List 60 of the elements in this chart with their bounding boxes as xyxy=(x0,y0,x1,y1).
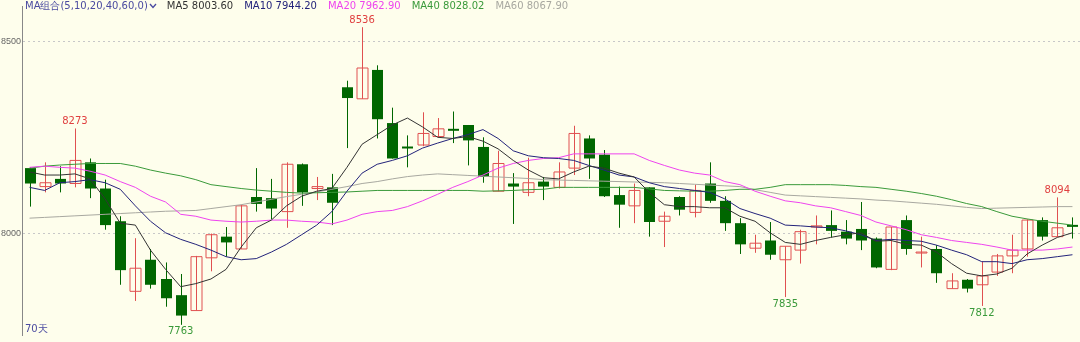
candlestick xyxy=(432,117,445,138)
candlestick xyxy=(1021,218,1034,258)
candlestick xyxy=(584,134,595,180)
candlestick xyxy=(190,255,203,312)
candlestick xyxy=(492,150,505,192)
chart-title: MA组合(5,10,20,40,60,0) xyxy=(25,0,148,12)
candlestick xyxy=(779,245,792,298)
candlestick xyxy=(553,161,566,190)
candlestick xyxy=(266,178,277,220)
candlestick xyxy=(235,204,248,250)
candlestick xyxy=(176,273,187,326)
annotation: 7812 xyxy=(969,306,995,318)
candlestick xyxy=(991,253,1004,277)
candlestick xyxy=(129,237,142,302)
candlestick xyxy=(1006,234,1019,274)
candlestick xyxy=(720,195,731,232)
candlestick xyxy=(508,172,519,225)
candlestick xyxy=(674,195,685,216)
candlestick xyxy=(205,233,218,272)
text: MA5 8003.60 xyxy=(166,0,234,12)
candlestick xyxy=(356,26,369,100)
annotation: 8273 xyxy=(62,115,88,127)
text: MA10 7944.20 xyxy=(244,0,317,12)
candlestick xyxy=(689,184,702,218)
annotation: 7763 xyxy=(167,325,194,337)
candlestick xyxy=(448,111,459,144)
candlestick xyxy=(1037,216,1048,241)
candlestick xyxy=(765,221,776,261)
candlestick xyxy=(794,229,807,265)
candlestick xyxy=(885,226,898,271)
candlestick xyxy=(614,186,625,229)
candlestick xyxy=(342,80,353,149)
candlestick xyxy=(658,211,671,248)
y-tick-label: 8500 xyxy=(0,35,21,46)
text: MA40 8028.02 xyxy=(411,0,485,12)
text: MA20 7962.90 xyxy=(327,0,401,12)
candlestick xyxy=(311,176,324,201)
candlestick xyxy=(69,127,82,188)
candlestick xyxy=(1051,196,1064,238)
candlestick xyxy=(161,261,172,308)
annotation: 7835 xyxy=(772,297,798,309)
candlestick xyxy=(522,157,535,197)
candlestick xyxy=(976,261,989,307)
candlestick xyxy=(1067,216,1078,240)
candlestick xyxy=(568,125,581,176)
candlestick xyxy=(281,161,294,229)
text: MA60 8067.90 xyxy=(495,0,569,12)
candlestick xyxy=(417,111,430,147)
candlestick xyxy=(735,217,746,255)
candlestick xyxy=(915,236,928,268)
candlestick xyxy=(402,134,413,168)
y-tick-label: 8000 xyxy=(0,228,21,239)
candlestick xyxy=(538,176,549,201)
candlestick xyxy=(810,214,823,245)
candlestick xyxy=(39,161,52,193)
candlestick xyxy=(749,234,762,254)
annotation: 70天 xyxy=(25,323,48,335)
annotation: 8094 xyxy=(1044,183,1071,195)
annotation: 8536 xyxy=(349,13,375,25)
candlestick xyxy=(628,183,641,224)
